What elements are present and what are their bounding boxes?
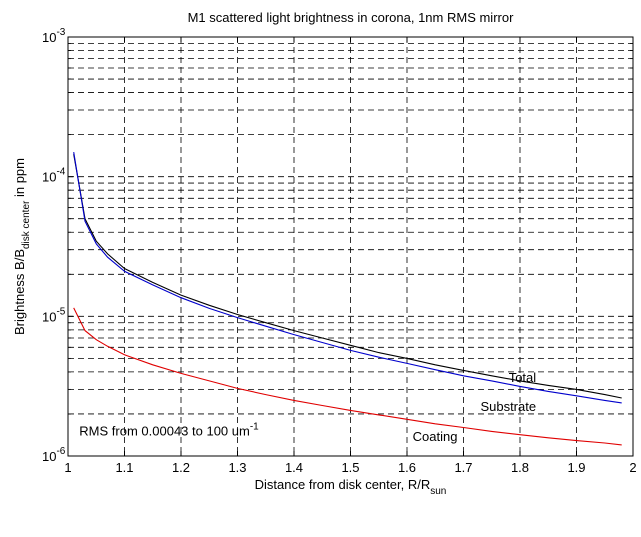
y-tick-base: 10: [42, 30, 56, 45]
x-tick-label: 1.4: [285, 460, 303, 475]
x-axis-label: Distance from disk center, R/Rsun: [255, 477, 447, 497]
series-line-substrate: [73, 152, 622, 404]
series-lines: [73, 152, 622, 446]
x-tick-label: 1.1: [115, 460, 133, 475]
y-tick-label: 10-5: [42, 306, 66, 324]
series-line-total: [73, 154, 622, 399]
series-line-coating: [73, 307, 622, 446]
y-tick-base: 10: [42, 170, 56, 185]
x-axis-label-main: Distance from disk center, R/R: [255, 477, 431, 492]
y-tick-exponent: -3: [56, 27, 65, 38]
annotation-substrate: Substrate: [480, 399, 536, 414]
x-axis-label-subscript: sun: [430, 486, 446, 497]
y-tick-exponent: -6: [56, 446, 65, 457]
annotation-total: Total: [509, 370, 537, 385]
y-tick-base: 10: [42, 449, 56, 464]
x-tick-label: 1: [64, 460, 71, 475]
x-tick-label: 1.3: [228, 460, 246, 475]
x-tick-label: 1.5: [341, 460, 359, 475]
annotations: Total Substrate Coating RMS from 0.00043 to…: [79, 370, 536, 444]
x-tick-label: 2: [629, 460, 636, 475]
y-tick-label: 10-6: [42, 446, 66, 464]
axis-ticks: 1 1.1 1.2 1.3 1.4 1.5 1.6 1.7 1.8 1.9 210-610-510-…: [42, 27, 637, 475]
x-tick-label: 1.2: [172, 460, 190, 475]
y-tick-label: 10-3: [42, 27, 66, 45]
y-tick-base: 10: [42, 309, 56, 324]
x-tick-label: 1.6: [398, 460, 416, 475]
chart-title: M1 scattered light brightness in corona,…: [188, 10, 515, 25]
annotation-exponent: -1: [250, 422, 259, 433]
y-axis-label: Brightness B/Bdisk center in ppm: [12, 158, 32, 335]
x-tick-label: 1.9: [567, 460, 585, 475]
y-tick-exponent: -5: [56, 306, 65, 317]
y-axis-label-tail: in ppm: [12, 158, 27, 201]
annotation-coating: Coating: [413, 429, 458, 444]
annotation-text: RMS from 0.00043 to 100 um: [79, 424, 250, 439]
x-tick-label: 1.8: [511, 460, 529, 475]
grid-lines: [68, 37, 633, 456]
y-axis-label-subscript: disk center: [21, 200, 32, 249]
annotation-rms: RMS from 0.00043 to 100 um-1: [79, 422, 259, 439]
y-axis-label-main: Brightness B/B: [12, 249, 27, 335]
y-tick-label: 10-4: [42, 167, 66, 185]
x-tick-label: 1.7: [454, 460, 472, 475]
y-tick-exponent: -4: [56, 167, 65, 178]
